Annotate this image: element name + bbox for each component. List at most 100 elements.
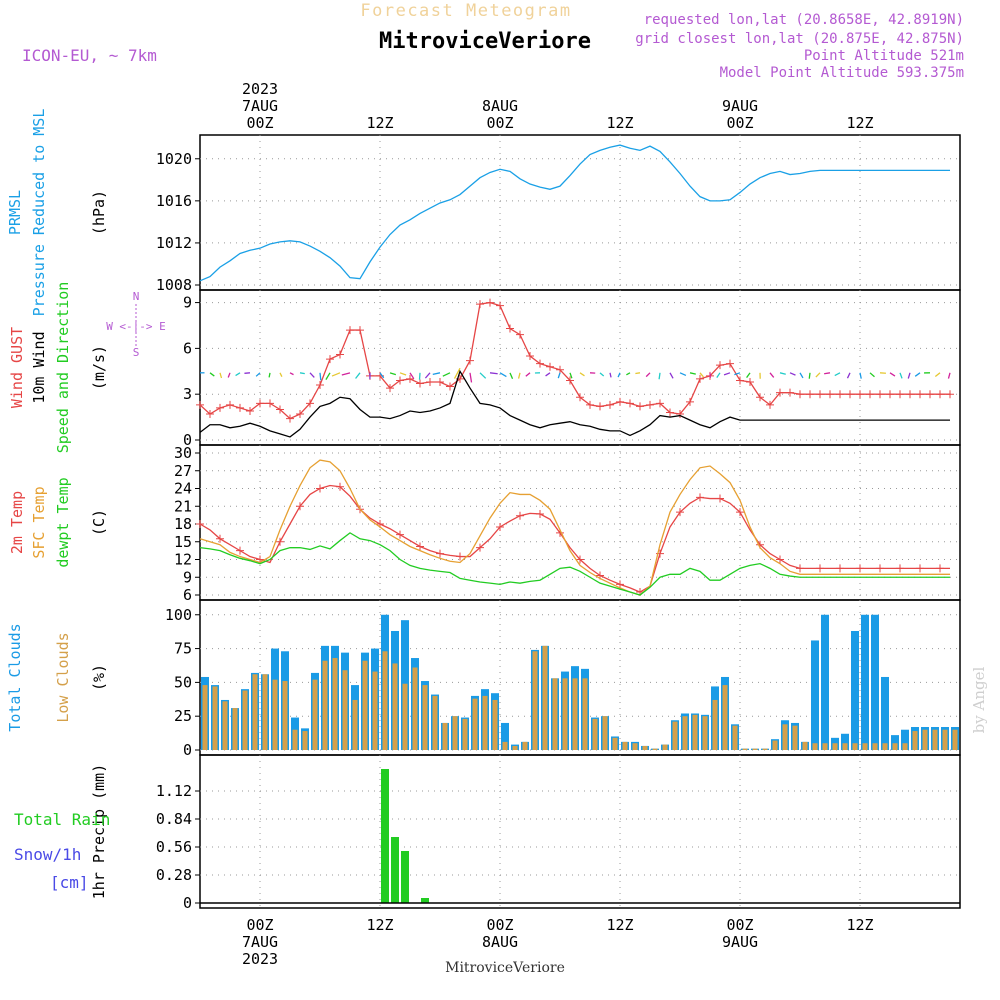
y-axis-label: (%) <box>90 664 108 691</box>
bar-low-cloud <box>352 699 358 750</box>
wind-arrow <box>235 372 241 377</box>
data-point <box>696 493 704 502</box>
data-point <box>346 326 354 335</box>
data-point <box>516 511 524 520</box>
data-point <box>386 384 394 393</box>
data-point <box>826 390 834 399</box>
data-point <box>766 400 774 409</box>
data-point <box>426 377 434 386</box>
y-tick-label: 30 <box>174 444 192 462</box>
panel-clouds: 0 25 50 75 100 (%) Total Clouds Low Clouds <box>6 599 961 759</box>
bar-total-cloud <box>891 735 899 750</box>
data-point <box>316 381 324 390</box>
time-label-top: 7AUG <box>242 97 278 115</box>
data-point <box>576 393 584 402</box>
y-tick-label: 0.28 <box>156 866 192 884</box>
wind-arrow <box>453 367 461 379</box>
data-point <box>436 377 444 386</box>
time-label-bottom: 8AUG <box>482 933 518 951</box>
header-requested: requested lon,lat (20.8658E, 42.8919N) <box>644 12 964 28</box>
watermark: by Angel <box>970 666 988 733</box>
y-tick-label: 100 <box>165 606 192 624</box>
wind-arrow <box>255 372 261 377</box>
data-point <box>266 399 274 408</box>
bar-low-cloud <box>582 678 588 750</box>
time-label-top: 12Z <box>846 114 873 132</box>
bar-low-cloud <box>762 748 768 750</box>
bar-low-cloud <box>242 690 248 750</box>
bar-total-cloud <box>811 640 819 750</box>
wind-arrow <box>557 372 561 379</box>
bar-low-cloud <box>642 745 648 750</box>
time-label-top: 00Z <box>486 114 513 132</box>
data-point <box>356 326 364 335</box>
bar-low-cloud <box>522 741 528 750</box>
wind-arrow <box>789 372 796 376</box>
data-point <box>276 405 284 414</box>
wind-arrow <box>499 372 507 378</box>
bar-rain <box>401 851 409 903</box>
side-label: 10m Wind <box>30 331 48 403</box>
data-point <box>916 564 924 573</box>
y-tick-label: 1008 <box>156 276 192 294</box>
bar-low-cloud <box>712 699 718 750</box>
bar-low-cloud <box>312 679 318 750</box>
wind-arrow <box>341 372 351 376</box>
bar-low-cloud <box>622 741 628 750</box>
data-point <box>896 390 904 399</box>
wind-arrow <box>399 372 407 376</box>
wind-arrow <box>799 372 804 379</box>
wind-arrow <box>424 372 431 379</box>
bar-low-cloud <box>322 660 328 750</box>
data-point <box>476 543 484 552</box>
data-point <box>936 564 944 573</box>
side-label: Low Clouds <box>54 632 72 722</box>
wind-arrow <box>517 372 521 379</box>
side-label: Pressure Reduced to MSL <box>30 109 48 317</box>
bar-low-cloud <box>632 743 638 750</box>
data-point <box>276 537 284 546</box>
side-label-snow: Snow/1h <box>14 845 81 864</box>
bar-total-cloud <box>881 676 889 750</box>
wind-arrow <box>525 372 531 377</box>
series-line <box>199 369 950 438</box>
wind-arrow <box>934 372 941 377</box>
y-tick-label: 12 <box>174 551 192 569</box>
wind-arrow <box>209 372 215 377</box>
wind-arrow <box>734 372 741 376</box>
y-axis-label: (C) <box>90 509 108 536</box>
compass-axis: W <-|-> E <box>106 320 166 333</box>
data-point <box>936 390 944 399</box>
wind-arrow <box>635 372 641 375</box>
wind-arrow <box>268 372 271 378</box>
bar-low-cloud <box>442 722 448 750</box>
bar-low-cloud <box>802 741 808 750</box>
series-line <box>199 301 950 420</box>
data-point <box>456 552 464 561</box>
bar-low-cloud <box>392 663 398 750</box>
data-point <box>236 403 244 412</box>
data-point <box>636 402 644 411</box>
data-point <box>816 390 824 399</box>
data-point <box>666 408 674 417</box>
data-point <box>846 390 854 399</box>
y-axis-label: (m/s) <box>90 345 108 390</box>
y-tick-label: 0 <box>183 431 192 449</box>
time-label-top: 8AUG <box>482 97 518 115</box>
data-point <box>506 324 514 333</box>
data-point <box>616 397 624 406</box>
bar-low-cloud <box>872 743 878 750</box>
y-tick-label: 0.56 <box>156 838 192 856</box>
bar-low-cloud <box>282 681 288 750</box>
data-point <box>216 403 224 412</box>
bar-low-cloud <box>532 651 538 750</box>
data-point <box>246 406 254 415</box>
bar-low-cloud <box>882 743 888 750</box>
bar-low-cloud <box>722 685 728 750</box>
wind-arrow <box>699 372 704 378</box>
bar-low-cloud <box>402 683 408 750</box>
bar-low-cloud <box>862 743 868 750</box>
compass-north: N <box>133 290 140 303</box>
